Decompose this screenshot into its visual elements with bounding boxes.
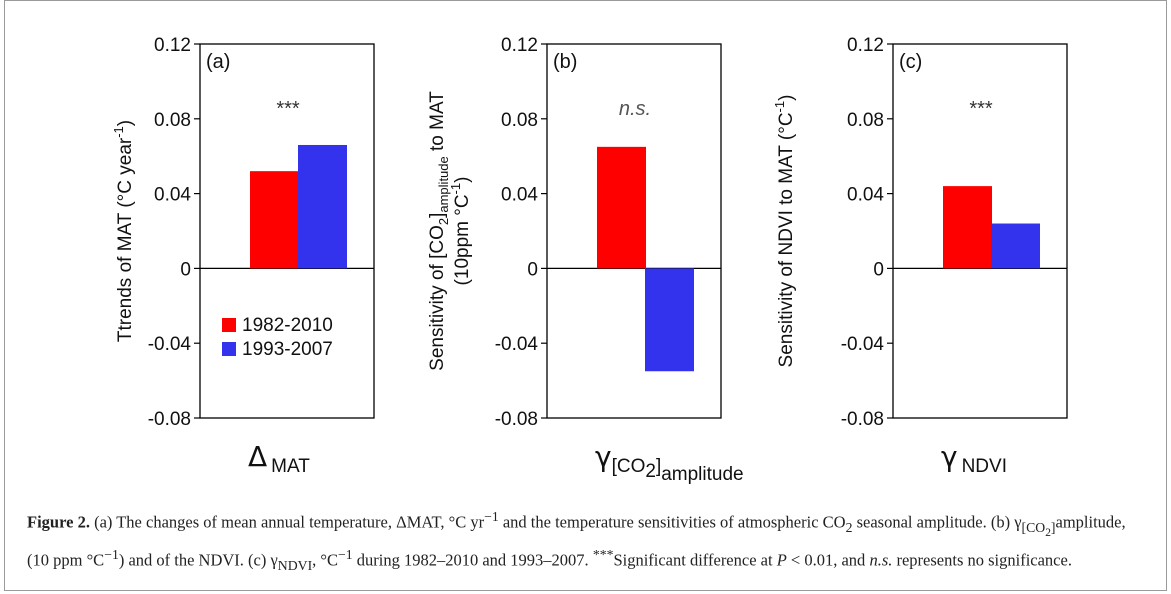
y-label-end: to MAT — [427, 91, 448, 156]
x-axis-label: γ NDVI — [941, 440, 1007, 477]
y-tick-label: 0.08 — [501, 110, 538, 131]
y-axis-label-2: (10ppm °C-1) — [448, 177, 473, 286]
y-tick-label: -0.04 — [841, 334, 885, 355]
chart-panel-3: 0.12 0.08 0.04 0 -0.04 -0.08 (c) *** γ NDVI Sensit… — [772, 35, 1068, 477]
caption-text-2: and the temperature sensitivities of atm… — [498, 512, 846, 532]
x-subscript: MAT — [271, 456, 310, 477]
caption-p-symbol: P — [776, 550, 787, 570]
y-label-end: ) — [115, 120, 136, 126]
caption-text-5: ) and of the NDVI. (c) γ — [118, 550, 278, 570]
y-tick-label: 0.12 — [847, 35, 884, 56]
y-label-sub2: amplitude — [436, 156, 451, 212]
bar-series-1 — [250, 171, 299, 269]
caption-text-10: represents no significance. — [892, 550, 1072, 570]
x-axis-label: γ[CO2]amplitude — [595, 440, 744, 485]
legend-swatch-2 — [222, 342, 236, 356]
caption-sub-5: NDVI — [277, 557, 313, 573]
caption-text-4: amplitude, (10 ppm °C — [27, 512, 1126, 570]
y-tick-label: 0.04 — [154, 185, 191, 206]
y-label-end: ) — [776, 95, 797, 101]
y-label2-sup: -1 — [448, 183, 463, 195]
y-tick-label: 0.08 — [847, 110, 884, 131]
caption-subsub-3: 2 — [1045, 526, 1051, 539]
caption-sub-3: [CO — [1021, 519, 1046, 535]
x-subscript-end: ] — [656, 456, 661, 477]
plot-frame — [546, 43, 722, 419]
x-subscript-sub2: amplitude — [661, 464, 743, 485]
plot-frame — [892, 43, 1068, 419]
caption-sub-end-3: ] — [1050, 519, 1056, 535]
y-label-sup: -1 — [111, 126, 126, 138]
y-label2-text: (10ppm °C — [452, 194, 473, 285]
figure-caption: Figure 2. (a) The changes of mean annual… — [27, 506, 1137, 575]
y-tick-label: 0.04 — [847, 185, 884, 206]
caption-text-7: during 1982–2010 and 1993–2007. — [352, 550, 593, 570]
figure-charts: 0.12 0.08 0.04 0 -0.04 -0.08 (a) *** Δ MAT Ttrends… — [111, 35, 1068, 485]
chart-panel-1: 0.12 0.08 0.04 0 -0.04 -0.08 (a) *** Δ MAT Ttrends… — [111, 35, 375, 477]
legend-entry-1: 1982-2010 — [242, 315, 333, 336]
bar-series-2 — [991, 223, 1040, 269]
caption-sup-1: −1 — [484, 509, 499, 524]
caption-ns: n.s. — [869, 550, 893, 570]
y-label-sup: -1 — [772, 101, 787, 113]
caption-text-6: , °C — [312, 550, 339, 570]
caption-text-8: Significant difference at — [613, 550, 777, 570]
y-label-sub1: 2 — [436, 218, 451, 225]
y-tick-label: -0.08 — [841, 409, 884, 430]
x-symbol: γ — [941, 440, 958, 473]
y-tick-label: -0.04 — [148, 334, 192, 355]
legend: 1982-2010 1993-2007 — [222, 315, 333, 360]
bar-series-1 — [943, 186, 992, 269]
y-label2-end: ) — [452, 177, 473, 183]
y-tick-label: 0.04 — [501, 185, 538, 206]
caption-figure-label: Figure 2. — [27, 512, 90, 532]
x-symbol: Δ — [248, 440, 267, 473]
panel-label: (a) — [206, 51, 230, 73]
caption-text-1: (a) The changes of mean annual temperatu… — [89, 512, 485, 532]
y-tick-label: 0 — [527, 259, 538, 280]
caption-sub-2: 2 — [845, 519, 853, 535]
chart-panel-2: 0.120.080.040-0.04-0.08(b)n.s.γ[CO2]ampl… — [427, 35, 744, 485]
legend-entry-2: 1993-2007 — [242, 339, 333, 360]
y-tick-label: 0.08 — [154, 110, 191, 131]
panel-label: (c) — [899, 51, 922, 73]
figure-frame — [4, 0, 1167, 591]
y-tick-label: 0 — [180, 259, 191, 280]
bar-series-2 — [298, 144, 347, 269]
y-tick-label: -0.08 — [148, 409, 191, 430]
y-tick-label: 0 — [873, 259, 884, 280]
bar-series-1 — [597, 146, 646, 269]
x-axis-label: Δ MAT — [248, 440, 310, 477]
significance-label: n.s. — [619, 98, 651, 120]
y-label-mid: ] — [427, 213, 448, 218]
caption-sup-6: −1 — [338, 546, 353, 562]
plot-frame — [199, 43, 375, 419]
y-axis-label: Sensitivity of [CO2]amplitude to MAT — [427, 91, 451, 371]
y-tick-label: -0.08 — [495, 409, 538, 430]
x-subscript: [CO — [612, 456, 646, 477]
caption-text-3: seasonal amplitude. (b) γ — [852, 512, 1022, 532]
y-axis-label: Sensitivity of NDVI to MAT (°C-1) — [772, 95, 797, 368]
caption-sup-4: −1 — [104, 546, 119, 562]
bar-series-2 — [645, 268, 694, 372]
y-tick-label: 0.12 — [154, 35, 191, 56]
caption-sup-7: *** — [592, 546, 614, 562]
y-tick-label: 0.12 — [501, 35, 538, 56]
x-symbol: γ — [595, 440, 612, 473]
significance-label: *** — [969, 98, 993, 120]
x-subscript-sub: 2 — [645, 461, 656, 482]
significance-label: *** — [276, 98, 300, 120]
y-axis-label: Ttrends of MAT (°C year-1) — [111, 120, 136, 342]
y-label-text: Ttrends of MAT (°C year — [115, 137, 136, 342]
y-label-text: Sensitivity of NDVI to MAT (°C — [776, 112, 797, 367]
panel-label: (b) — [553, 51, 577, 73]
y-label-text: Sensitivity of [CO — [427, 225, 448, 371]
y-tick-label: -0.04 — [495, 334, 539, 355]
legend-swatch-1 — [222, 318, 236, 332]
x-subscript: NDVI — [962, 456, 1007, 477]
caption-text-9: < 0.01, and — [786, 550, 870, 570]
